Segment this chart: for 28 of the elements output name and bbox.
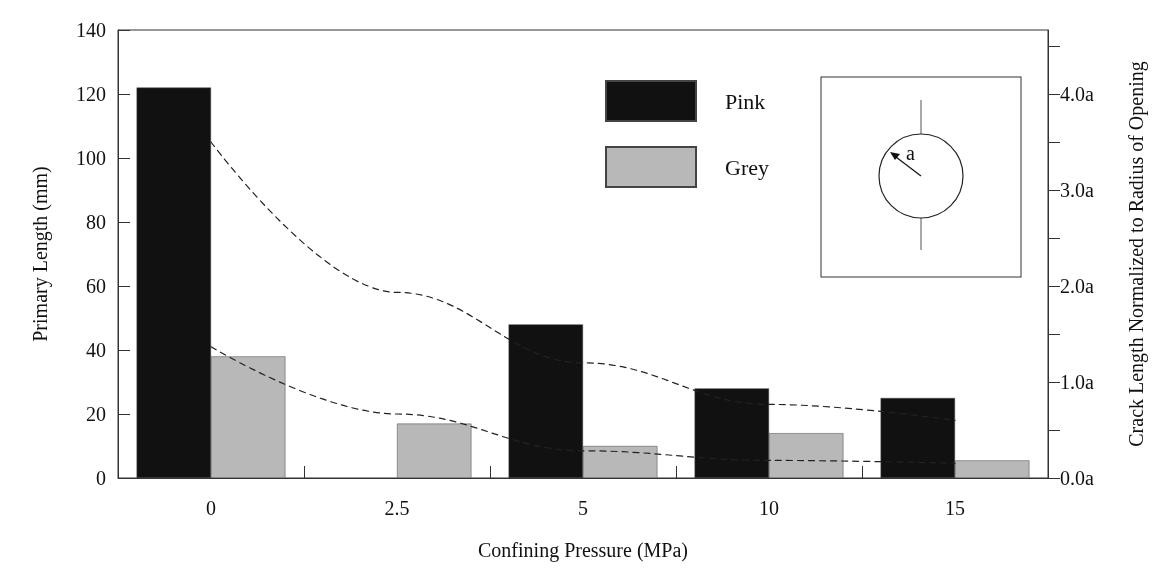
- y-tick-label: 60: [86, 275, 106, 297]
- x-axis-title: Confining Pressure (MPa): [478, 539, 688, 562]
- bar: [397, 423, 472, 478]
- y-axis-title: Primary Length (mm): [29, 166, 52, 342]
- line-series: [210, 346, 956, 464]
- y2-tick-label: 1.0a: [1060, 371, 1094, 394]
- annotation: a: [906, 142, 915, 164]
- y-tick-label: 40: [86, 339, 106, 361]
- y-tick-label: 140: [76, 19, 106, 41]
- line-series: [210, 141, 956, 421]
- y2-tick-label: 3.0a: [1060, 179, 1094, 202]
- y-tick-label: 20: [86, 403, 106, 425]
- x-tick-label: 10: [759, 497, 779, 519]
- y-tick-label: 0: [96, 467, 106, 489]
- x-tick-label: 15: [945, 497, 965, 519]
- hole-diagram: a: [820, 76, 1022, 278]
- x-tick-label: 0: [206, 497, 216, 519]
- y2-tick-label: 2.0a: [1060, 275, 1094, 298]
- y2-tick-label: 0.0a: [1060, 467, 1094, 489]
- legend-label: Pink: [725, 88, 766, 114]
- y-tick-label: 100: [76, 147, 106, 169]
- y-tick-label: 80: [86, 211, 106, 233]
- y2-axis-title: Crack Length Normalized to Radius of Opening: [1125, 61, 1148, 447]
- x-tick-label: 5: [578, 497, 588, 519]
- x-tick-label: 2.5: [384, 497, 410, 519]
- legend-label: Grey: [725, 154, 769, 180]
- y2-tick-label: 4.0a: [1060, 83, 1094, 106]
- y-tick-label: 120: [76, 83, 106, 105]
